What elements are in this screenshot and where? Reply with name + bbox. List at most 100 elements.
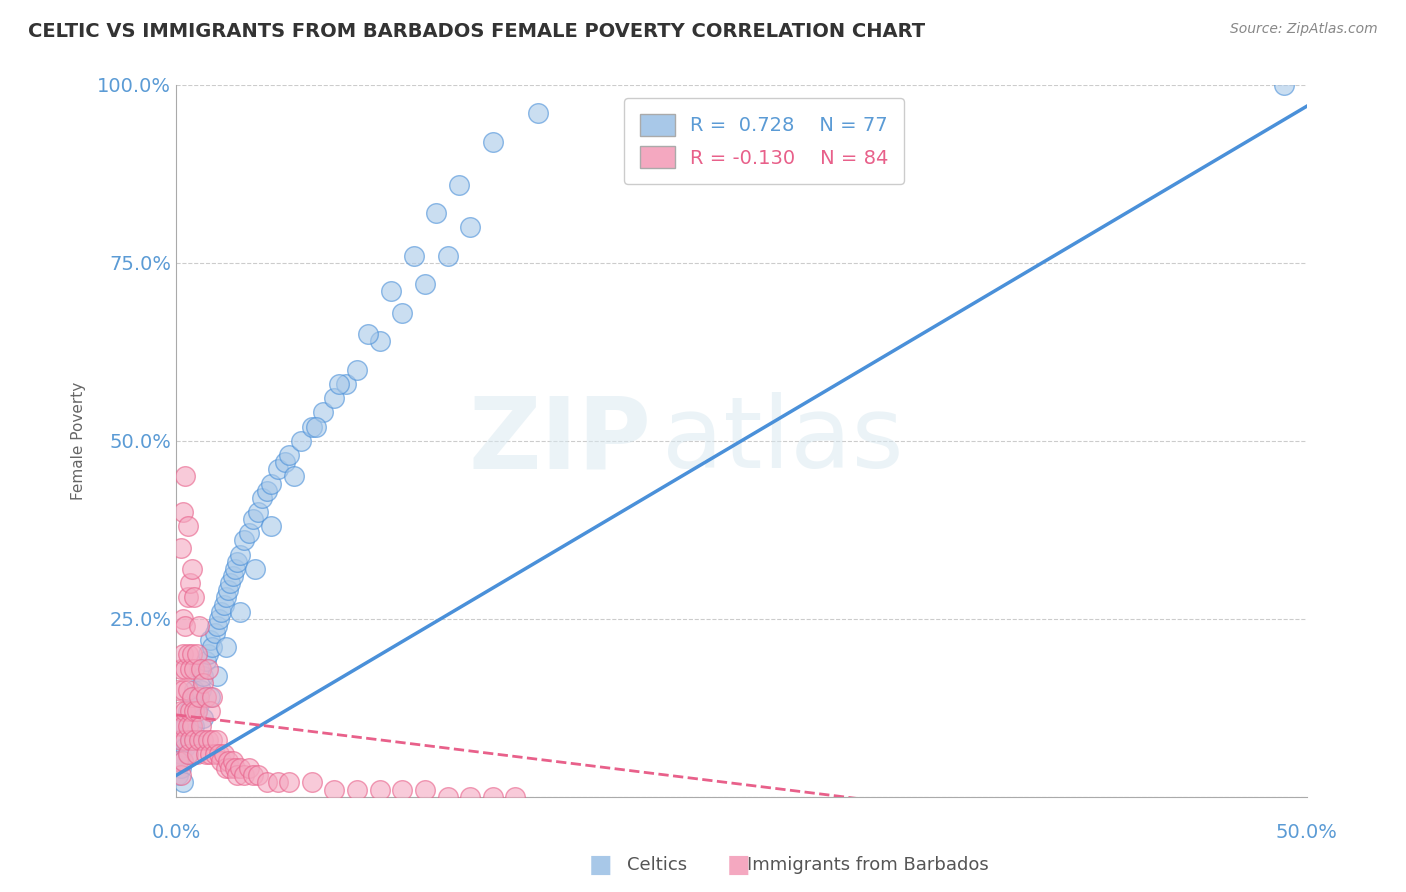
Point (328, 376, 350, 391)
Point (215, 591, 238, 605)
Point (193, 676, 215, 690)
Point (205, 619, 228, 633)
Point (187, 619, 209, 633)
Point (212, 598, 235, 612)
Point (183, 732, 205, 747)
Point (505, 789, 527, 804)
Point (201, 690, 224, 704)
Point (238, 526, 260, 541)
Point (170, 662, 193, 676)
Point (176, 648, 198, 662)
Point (260, 519, 283, 533)
Point (226, 768, 249, 782)
Text: Immigrants from Barbados: Immigrants from Barbados (747, 856, 988, 874)
Point (181, 562, 204, 576)
Text: 50.0%: 50.0% (1275, 823, 1337, 842)
Point (228, 761, 250, 775)
Point (181, 725, 204, 739)
Point (301, 419, 323, 434)
Point (215, 761, 238, 775)
Point (267, 462, 290, 476)
Point (181, 690, 204, 704)
Point (167, 768, 190, 782)
Point (172, 682, 194, 697)
Point (176, 747, 198, 761)
Point (219, 576, 242, 591)
Point (176, 718, 198, 732)
Point (208, 747, 231, 761)
Point (527, 106, 550, 120)
Point (198, 704, 221, 718)
Point (233, 768, 256, 782)
Point (186, 747, 208, 761)
Text: CELTIC VS IMMIGRANTS FROM BARBADOS FEMALE POVERTY CORRELATION CHART: CELTIC VS IMMIGRANTS FROM BARBADOS FEMAL… (28, 22, 925, 41)
Point (187, 690, 209, 704)
Point (198, 633, 221, 648)
Point (246, 768, 269, 782)
Point (209, 754, 232, 768)
Point (167, 682, 190, 697)
Point (194, 690, 217, 704)
Point (172, 732, 194, 747)
Point (174, 704, 197, 718)
Point (290, 434, 312, 448)
Point (194, 747, 217, 761)
Point (197, 648, 219, 662)
Point (209, 605, 232, 619)
Point (481, 135, 503, 149)
Point (174, 662, 197, 676)
Point (174, 469, 197, 483)
Point (312, 405, 335, 419)
Point (170, 704, 193, 718)
Point (204, 747, 226, 761)
Point (425, 206, 447, 220)
Point (222, 754, 245, 768)
Point (176, 519, 198, 533)
Point (278, 775, 301, 789)
Point (183, 682, 205, 697)
Point (186, 648, 208, 662)
Point (186, 704, 208, 718)
Point (228, 605, 250, 619)
Point (201, 640, 224, 655)
Point (179, 704, 201, 718)
Point (368, 782, 391, 797)
Point (186, 704, 208, 718)
Text: ■: ■ (589, 854, 613, 877)
Point (172, 754, 194, 768)
Point (260, 476, 283, 491)
Point (458, 789, 481, 804)
Point (170, 761, 193, 775)
Point (256, 483, 278, 498)
Point (233, 533, 256, 548)
Point (217, 583, 239, 598)
Point (167, 754, 190, 768)
Point (267, 775, 290, 789)
Point (193, 711, 215, 725)
Point (172, 648, 194, 662)
Point (201, 732, 224, 747)
Point (197, 732, 219, 747)
Point (176, 704, 198, 718)
Point (172, 505, 194, 519)
Point (357, 327, 380, 342)
Point (208, 612, 231, 626)
Point (181, 718, 204, 732)
Text: Celtics: Celtics (627, 856, 688, 874)
Text: 0.0%: 0.0% (152, 823, 201, 842)
Point (346, 362, 368, 376)
Point (481, 789, 503, 804)
Point (197, 662, 219, 676)
Point (305, 419, 328, 434)
Point (174, 739, 197, 754)
Point (170, 541, 193, 555)
Point (391, 306, 413, 320)
Point (413, 277, 436, 292)
Point (174, 619, 197, 633)
Point (250, 491, 273, 505)
Point (193, 669, 215, 683)
Point (413, 782, 436, 797)
Point (170, 732, 193, 747)
Point (193, 732, 215, 747)
Point (246, 505, 269, 519)
